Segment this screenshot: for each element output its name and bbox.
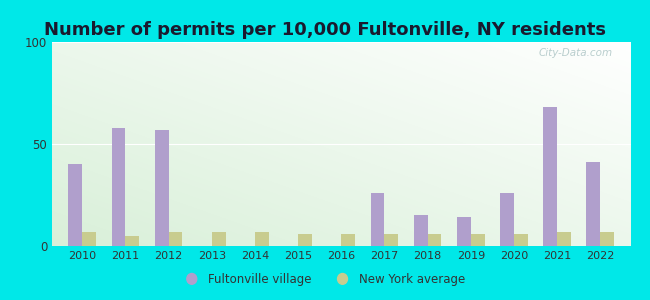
Bar bbox=[601, 232, 614, 246]
Bar bbox=[255, 232, 268, 246]
Bar bbox=[471, 234, 485, 246]
Bar bbox=[112, 128, 125, 246]
Legend: Fultonville village, New York average: Fultonville village, New York average bbox=[180, 269, 470, 291]
Bar bbox=[298, 234, 312, 246]
Bar bbox=[370, 193, 384, 246]
Bar bbox=[500, 193, 514, 246]
Bar bbox=[557, 232, 571, 246]
Text: Number of permits per 10,000 Fultonville, NY residents: Number of permits per 10,000 Fultonville… bbox=[44, 21, 606, 39]
Bar bbox=[125, 236, 139, 246]
Bar bbox=[341, 234, 355, 246]
Bar bbox=[155, 130, 168, 246]
Bar bbox=[414, 215, 428, 246]
Bar bbox=[168, 232, 183, 246]
Bar bbox=[543, 107, 557, 246]
Bar bbox=[457, 218, 471, 246]
Bar bbox=[514, 234, 528, 246]
Bar bbox=[384, 234, 398, 246]
Bar bbox=[212, 232, 226, 246]
Bar bbox=[68, 164, 82, 246]
Bar bbox=[586, 162, 601, 246]
Bar bbox=[428, 234, 441, 246]
Bar bbox=[82, 232, 96, 246]
Text: City-Data.com: City-Data.com bbox=[539, 48, 613, 58]
